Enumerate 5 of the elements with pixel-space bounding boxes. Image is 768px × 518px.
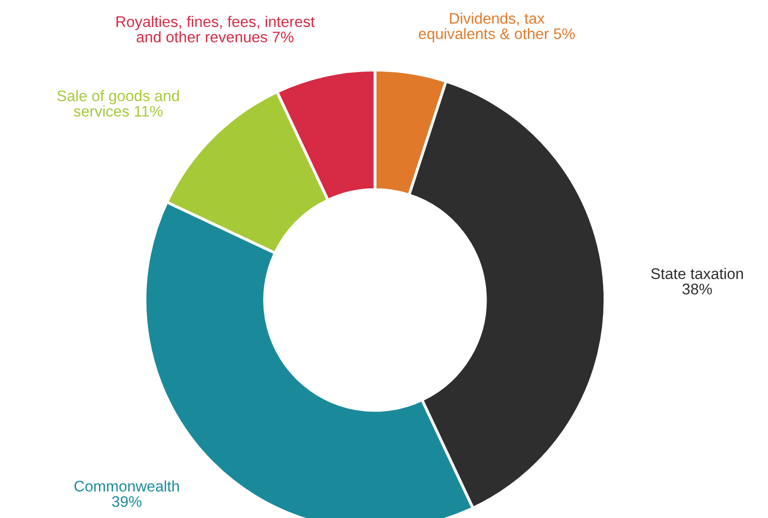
slice-label: Dividends, tax equivalents & other 5%	[418, 12, 575, 42]
slice-label: Royalties, fines, fees, interest and other revenues 7%	[116, 16, 315, 42]
slice-label: Sale of goods and services 11%	[57, 90, 179, 117]
slice-label: State taxation 38%	[651, 268, 743, 294]
slice-label: Commonwealth 39%	[74, 480, 179, 507]
